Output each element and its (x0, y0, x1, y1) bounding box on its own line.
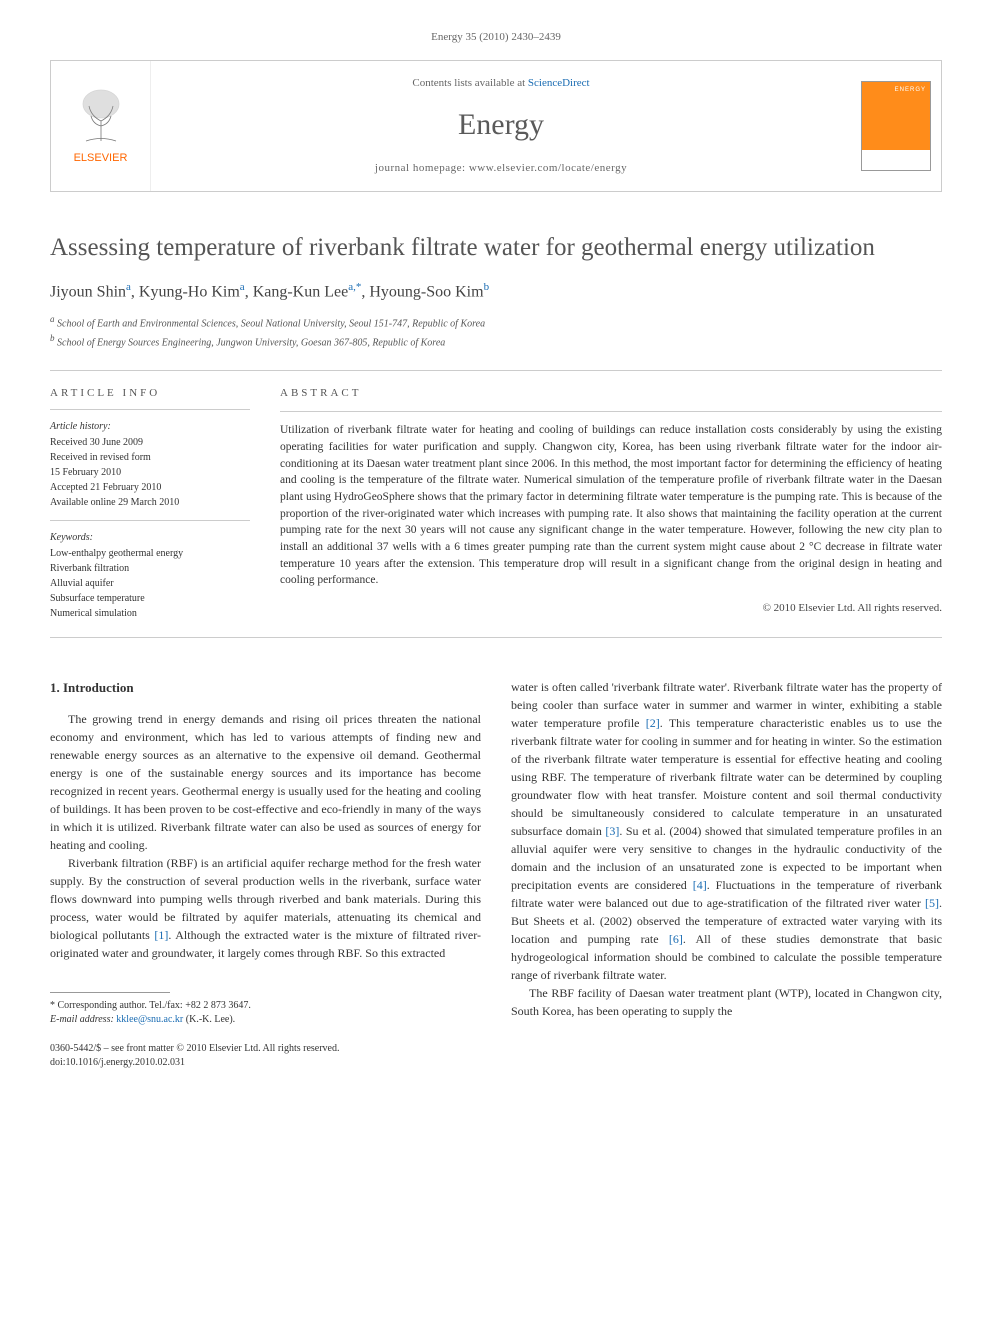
author: Kang-Kun Lee (253, 283, 349, 300)
abstract-heading: ABSTRACT (280, 386, 942, 401)
keyword: Riverbank filtration (50, 562, 250, 576)
bottom-copyright: 0360-5442/$ – see front matter © 2010 El… (50, 1042, 942, 1070)
homepage-line: journal homepage: www.elsevier.com/locat… (161, 161, 841, 176)
divider (50, 409, 250, 410)
aff-sup: a (50, 314, 55, 324)
keyword: Subsurface temperature (50, 592, 250, 606)
author: Kyung-Ho Kim (139, 283, 240, 300)
aff-sup: b (50, 333, 55, 343)
online-date: Available online 29 March 2010 (50, 496, 250, 510)
author: Hyoung-Soo Kim (369, 283, 483, 300)
affiliation: a School of Earth and Environmental Scie… (50, 313, 942, 331)
revised-date: 15 February 2010 (50, 466, 250, 480)
citation-link[interactable]: [1] (154, 928, 168, 942)
divider (50, 520, 250, 521)
section-heading: 1. Introduction (50, 678, 481, 698)
divider (280, 411, 942, 412)
left-column: 1. Introduction The growing trend in ene… (50, 678, 481, 1027)
header-center: Contents lists available at ScienceDirec… (151, 61, 851, 191)
affiliation: b School of Energy Sources Engineering, … (50, 332, 942, 350)
footnote-separator (50, 992, 170, 993)
homepage-prefix: journal homepage: (375, 162, 469, 174)
article-info-column: ARTICLE INFO Article history: Received 3… (50, 386, 250, 622)
email-label: E-mail address: (50, 1014, 114, 1025)
keyword: Low-enthalpy geothermal energy (50, 547, 250, 561)
info-abstract-row: ARTICLE INFO Article history: Received 3… (50, 386, 942, 622)
body-paragraph: Riverbank filtration (RBF) is an artific… (50, 854, 481, 962)
contents-prefix: Contents lists available at (412, 77, 527, 89)
keyword: Numerical simulation (50, 607, 250, 621)
affiliation-list: a School of Earth and Environmental Scie… (50, 313, 942, 350)
elsevier-tree-icon (71, 86, 131, 146)
citation-link[interactable]: [4] (693, 878, 707, 892)
email-link[interactable]: kklee@snu.ac.kr (116, 1014, 183, 1025)
author: Jiyoun Shin (50, 283, 126, 300)
revised-label: Received in revised form (50, 451, 250, 465)
citation-link[interactable]: [5] (925, 896, 939, 910)
homepage-url[interactable]: www.elsevier.com/locate/energy (469, 162, 627, 174)
abstract-copyright: © 2010 Elsevier Ltd. All rights reserved… (280, 601, 942, 616)
body-columns: 1. Introduction The growing trend in ene… (50, 678, 942, 1027)
divider (50, 637, 942, 638)
history-label: Article history: (50, 420, 250, 434)
publisher-logo: ELSEVIER (51, 61, 151, 191)
keyword: Alluvial aquifer (50, 577, 250, 591)
doi-line: doi:10.1016/j.energy.2010.02.031 (50, 1056, 942, 1070)
journal-name: Energy (161, 104, 841, 146)
journal-cover-thumbnail: ENERGY (851, 61, 941, 191)
body-paragraph: The growing trend in energy demands and … (50, 710, 481, 854)
body-paragraph: The RBF facility of Daesan water treatme… (511, 984, 942, 1020)
journal-reference: Energy 35 (2010) 2430–2439 (50, 30, 942, 45)
keywords-label: Keywords: (50, 531, 250, 545)
email-author-name: (K.-K. Lee). (186, 1014, 235, 1025)
author-aff-sup: a (126, 281, 131, 293)
cover-image: ENERGY (861, 81, 931, 171)
aff-text: School of Energy Sources Engineering, Ju… (57, 337, 445, 348)
accepted-date: Accepted 21 February 2010 (50, 481, 250, 495)
citation-link[interactable]: [3] (605, 824, 619, 838)
article-title: Assessing temperature of riverbank filtr… (50, 232, 942, 265)
divider (50, 370, 942, 371)
body-paragraph: water is often called 'riverbank filtrat… (511, 678, 942, 984)
citation-link[interactable]: [6] (669, 932, 683, 946)
author-list: Jiyoun Shina, Kyung-Ho Kima, Kang-Kun Le… (50, 280, 942, 304)
cover-label: ENERGY (895, 86, 926, 94)
cover-bottom-strip (862, 150, 930, 170)
publisher-name: ELSEVIER (74, 151, 128, 166)
received-date: Received 30 June 2009 (50, 436, 250, 450)
abstract-text: Utilization of riverbank filtrate water … (280, 422, 942, 589)
issn-line: 0360-5442/$ – see front matter © 2010 El… (50, 1042, 942, 1056)
author-aff-sup: b (484, 281, 490, 293)
body-text: . This temperature characteristic enable… (511, 716, 942, 838)
right-column: water is often called 'riverbank filtrat… (511, 678, 942, 1027)
article-info-heading: ARTICLE INFO (50, 386, 250, 401)
email-footnote: E-mail address: kklee@snu.ac.kr (K.-K. L… (50, 1013, 481, 1027)
citation-link[interactable]: [2] (646, 716, 660, 730)
aff-text: School of Earth and Environmental Scienc… (57, 319, 485, 330)
sciencedirect-link[interactable]: ScienceDirect (528, 77, 590, 89)
corresponding-author-footnote: * Corresponding author. Tel./fax: +82 2 … (50, 999, 481, 1013)
abstract-column: ABSTRACT Utilization of riverbank filtra… (280, 386, 942, 622)
journal-header: ELSEVIER Contents lists available at Sci… (50, 60, 942, 192)
author-aff-sup: a,* (348, 281, 361, 293)
contents-available-line: Contents lists available at ScienceDirec… (161, 76, 841, 91)
author-aff-sup: a (240, 281, 245, 293)
